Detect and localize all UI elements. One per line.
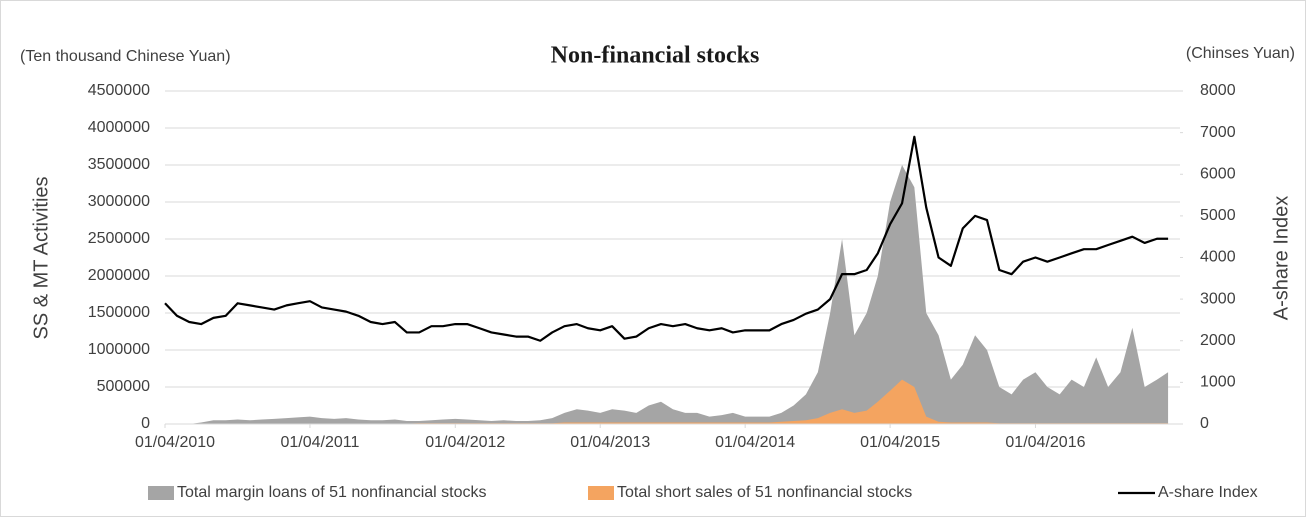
line xyxy=(164,135,1169,342)
y2-axis-label: A-share Index xyxy=(1270,196,1292,321)
y-tick-label: 3500000 xyxy=(88,156,150,173)
y-tick-label: 1000000 xyxy=(88,341,150,358)
x-tick-label: 01/04/2012 xyxy=(425,434,505,451)
y-tick-label: 1500000 xyxy=(88,304,150,321)
y2-tick-label: 4000 xyxy=(1200,249,1236,266)
y-tick-label: 0 xyxy=(141,415,150,432)
y2-tick-label: 7000 xyxy=(1200,124,1236,141)
y-tick-label: 2500000 xyxy=(88,230,150,247)
y-axis-label: SS & MT Activities xyxy=(30,176,52,339)
y2-tick-label: 8000 xyxy=(1200,82,1236,99)
legend-swatch xyxy=(148,486,174,500)
legend-swatch xyxy=(588,486,614,500)
x-tick-label: 01/04/2014 xyxy=(715,434,795,451)
y2-tick-label: 1000 xyxy=(1200,374,1236,391)
y-tick-label: 4500000 xyxy=(88,82,150,99)
legend-label: Total margin loans of 51 nonfinancial st… xyxy=(177,484,487,501)
area xyxy=(165,165,1169,424)
x-tick-label: 01/04/2015 xyxy=(860,434,940,451)
y-unit: (Ten thousand Chinese Yuan) xyxy=(20,48,231,65)
y-tick-label: 4000000 xyxy=(88,119,150,136)
legend-label: Total short sales of 51 nonfinancial sto… xyxy=(617,484,912,501)
legend-label: A-share Index xyxy=(1158,484,1258,501)
y2-tick-label: 6000 xyxy=(1200,165,1236,182)
x-tick-label: 01/04/2016 xyxy=(1005,434,1085,451)
x-tick-label: 01/04/2011 xyxy=(280,434,359,451)
y2-tick-label: 3000 xyxy=(1200,290,1236,307)
y2-unit: (Chinses Yuan) xyxy=(1186,45,1295,62)
y-tick-label: 500000 xyxy=(97,378,150,395)
y-tick-label: 3000000 xyxy=(88,193,150,210)
y-tick-label: 2000000 xyxy=(88,267,150,284)
y2-tick-label: 2000 xyxy=(1200,332,1236,349)
area xyxy=(165,379,1169,424)
x-tick-label: 01/04/2010 xyxy=(135,434,215,451)
y2-tick-label: 5000 xyxy=(1200,207,1236,224)
chart-title: Non-financial stocks xyxy=(551,43,760,69)
x-tick-label: 01/04/2013 xyxy=(570,434,650,451)
y2-tick-label: 0 xyxy=(1200,415,1209,432)
